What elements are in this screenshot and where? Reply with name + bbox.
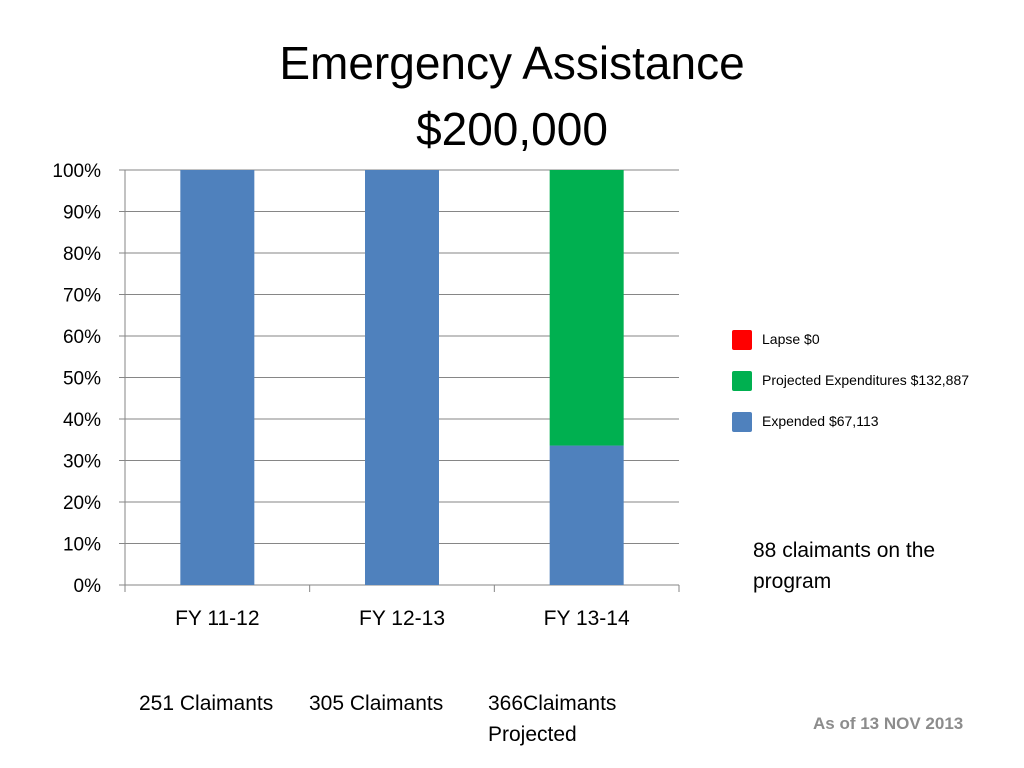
chart-title: Emergency Assistance $200,000 — [0, 30, 1024, 162]
claimants-fy13-14: 366Claimants Projected — [488, 692, 617, 746]
as-of-date: As of 13 NOV 2013 — [813, 714, 964, 733]
claimants-fy11-12: 251 Claimants — [139, 692, 274, 715]
y-tick-label: 90% — [63, 203, 101, 224]
legend-swatch-red — [732, 330, 752, 350]
y-tick-label: 50% — [63, 369, 101, 390]
y-tick-label: 0% — [74, 576, 102, 597]
y-tick-label: 100% — [52, 161, 101, 182]
y-tick-label: 70% — [63, 286, 101, 307]
y-tick-label: 30% — [63, 452, 101, 473]
legend-label-lapse: Lapse $0 — [762, 331, 820, 347]
y-tick-label: 60% — [63, 327, 101, 348]
x-tick-label: FY 11-12 — [175, 607, 259, 630]
y-tick-label: 20% — [63, 493, 101, 514]
bar-segment — [549, 170, 624, 446]
claimants-fy12-13: 305 Claimants — [309, 692, 444, 715]
bar-segment — [365, 170, 439, 585]
title-line-1: Emergency Assistance — [279, 37, 745, 89]
legend-swatch-green — [732, 371, 752, 391]
bar-segment — [549, 445, 624, 585]
claimants-note: 88 claimants on the program — [753, 539, 936, 593]
y-tick-label: 40% — [63, 410, 101, 431]
legend-label-expended: Expended $67,113 — [762, 413, 879, 429]
legend-swatch-blue — [732, 412, 752, 432]
title-line-2: $200,000 — [416, 103, 608, 155]
y-tick-label: 10% — [63, 535, 101, 556]
x-tick-label: FY 12-13 — [359, 607, 445, 630]
bar-segment — [180, 170, 255, 585]
x-tick-label: FY 13-14 — [544, 607, 630, 630]
legend-label-projected: Projected Expenditures $132,887 — [762, 372, 970, 388]
y-tick-label: 80% — [63, 244, 101, 265]
